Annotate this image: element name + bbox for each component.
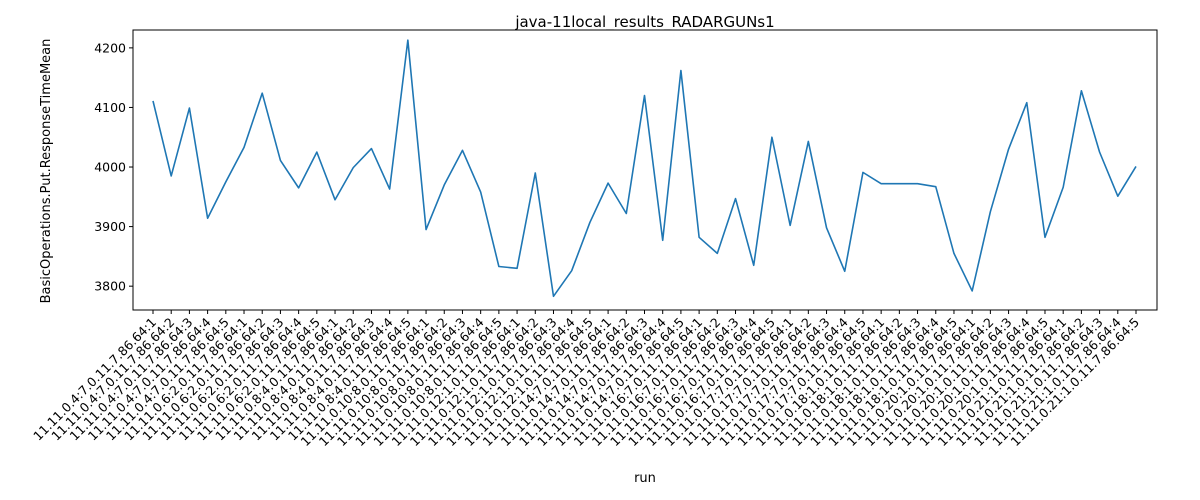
y-tick-label: 3900 [94, 219, 126, 234]
y-tick-label: 4200 [94, 40, 126, 55]
x-axis-label: run [634, 471, 656, 486]
plot-frame [132, 29, 1158, 311]
chart-title: java-11local_results_RADARGUNs1 [514, 13, 774, 32]
y-tick-label: 3800 [94, 279, 126, 294]
y-axis-label: BasicOperations.Put.ResponseTimeMean [39, 39, 54, 304]
y-axis-ticks: 3800 3900 4000 4100 4200 [94, 40, 133, 294]
series-line [152, 39, 1137, 298]
y-tick-label: 4000 [94, 160, 126, 175]
x-axis-ticks: 11.11.0.4:7.0.11.7.86.64:111.11.0.4:7.0.… [30, 310, 1142, 449]
y-tick-label: 4100 [94, 100, 126, 115]
